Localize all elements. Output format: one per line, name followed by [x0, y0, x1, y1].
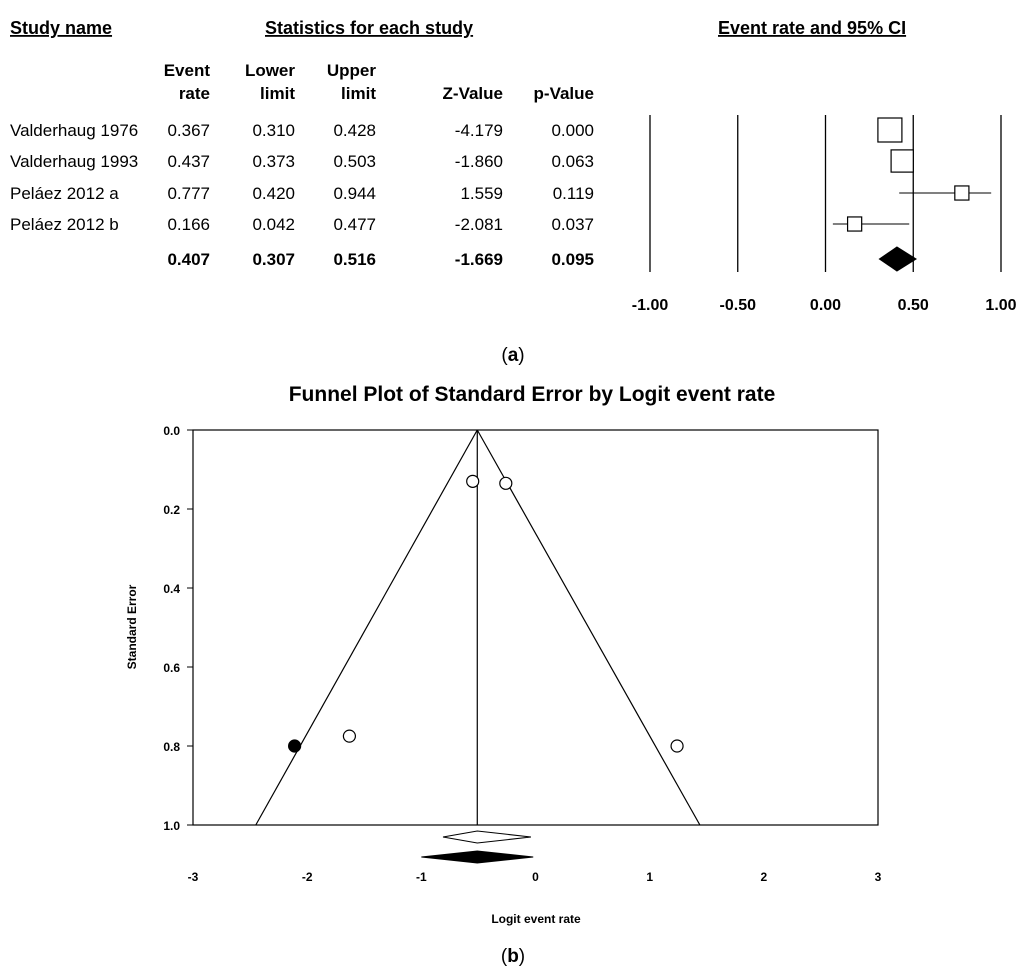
study-name-header: Study name	[10, 18, 112, 38]
cell-p-0: 0.000	[551, 121, 594, 140]
funnel-y-label: Standard Error	[125, 584, 139, 669]
caption-b-letter: b	[507, 946, 519, 967]
forest-xtick-4: 1.00	[985, 297, 1016, 314]
funnel-imputed-diamond	[421, 850, 534, 864]
funnel-ytick-0: 0.0	[163, 424, 180, 438]
study-name-2: Peláez 2012 a	[10, 184, 119, 203]
cell-lower-3: 0.042	[252, 215, 295, 234]
funnel-ytick-1: 0.2	[163, 503, 180, 517]
statistics-header: Statistics for each study	[265, 18, 473, 38]
funnel-observed-diamond	[442, 830, 531, 844]
col-lower-line2: limit	[260, 84, 295, 103]
cell-z-0: -4.179	[455, 121, 503, 140]
funnel-observed-point-2	[342, 729, 357, 743]
cell-lower-2: 0.420	[252, 184, 295, 203]
funnel-observed-point-3	[670, 739, 684, 753]
forest-xtick-1: -0.50	[720, 297, 757, 314]
summary-upper: 0.516	[333, 250, 376, 269]
caption-a-letter: a	[508, 345, 519, 366]
column-headers: Event rate Lower limit Upper limit Z-Val…	[164, 61, 594, 103]
col-p-header: p-Value	[534, 84, 594, 103]
forest-xtick-2: 0.00	[810, 297, 841, 314]
cell-lower-0: 0.310	[252, 121, 295, 140]
summary-p: 0.095	[551, 250, 594, 269]
caption-a-open: (	[501, 345, 508, 366]
forest-summary-diamond	[878, 246, 917, 272]
forest-point-1	[890, 149, 914, 173]
forest-xtick-3: 0.50	[898, 297, 929, 314]
cell-rate-3: 0.166	[167, 215, 210, 234]
funnel-left-limit	[255, 429, 478, 826]
col-event-line2: rate	[179, 84, 210, 103]
funnel-xtick-1: -2	[302, 870, 313, 884]
funnel-observed-point-1	[499, 476, 513, 490]
summary-lower: 0.307	[252, 250, 295, 269]
funnel-xtick-2: -1	[416, 870, 427, 884]
cell-p-2: 0.119	[553, 184, 594, 203]
funnel-xtick-3: 0	[532, 870, 539, 884]
caption-b-close: )	[519, 946, 525, 967]
col-lower-line1: Lower	[245, 61, 295, 80]
funnel-x-label: Logit event rate	[491, 912, 581, 926]
cell-z-2: 1.559	[460, 184, 503, 203]
funnel-plot-panel: Funnel Plot of Standard Error by Logit e…	[125, 383, 882, 967]
col-upper-line1: Upper	[327, 61, 377, 80]
cell-upper-0: 0.428	[333, 121, 376, 140]
forest-point-3	[846, 216, 863, 232]
cell-upper-1: 0.503	[333, 152, 376, 171]
funnel-frame	[192, 429, 879, 826]
caption-b-open: (	[501, 946, 508, 967]
summary-z: -1.669	[455, 250, 503, 269]
cell-z-3: -2.081	[455, 215, 503, 234]
funnel-xtick-6: 3	[875, 870, 882, 884]
funnel-ytick-2: 0.4	[163, 582, 180, 596]
funnel-imputed-point-0	[288, 739, 302, 753]
cell-upper-2: 0.944	[333, 184, 376, 203]
cell-rate-2: 0.777	[167, 184, 210, 203]
cell-upper-3: 0.477	[333, 215, 376, 234]
caption-a-close: )	[518, 345, 524, 366]
summary-rate: 0.407	[167, 250, 210, 269]
forest-plot-panel: Study name Statistics for each study Eve…	[10, 18, 1017, 366]
col-z-header: Z-Value	[443, 84, 503, 103]
forest-point-2	[954, 185, 970, 201]
funnel-xtick-4: 1	[646, 870, 653, 884]
funnel-xtick-5: 2	[760, 870, 767, 884]
funnel-ytick-5: 1.0	[163, 819, 180, 833]
cell-p-1: 0.063	[551, 152, 594, 171]
forest-plot-area: -1.00 -0.50 0.00 0.50 1.00	[632, 115, 1017, 314]
funnel-ytick-4: 0.8	[163, 740, 180, 754]
cell-z-1: -1.860	[455, 152, 503, 171]
funnel-xtick-0: -3	[188, 870, 199, 884]
funnel-title: Funnel Plot of Standard Error by Logit e…	[289, 383, 776, 406]
forest-title: Event rate and 95% CI	[718, 18, 906, 38]
forest-point-0	[877, 117, 903, 143]
funnel-ytick-3: 0.6	[163, 661, 180, 675]
study-name-0: Valderhaug 1976	[10, 121, 138, 140]
cell-rate-1: 0.437	[167, 152, 210, 171]
col-event-line1: Event	[164, 61, 211, 80]
funnel-observed-point-0	[466, 474, 480, 488]
funnel-right-limit	[476, 429, 701, 826]
study-table: Valderhaug 1976 0.367 0.310 0.428 -4.179 0.00…	[10, 121, 594, 269]
caption-b: (b)	[501, 946, 525, 967]
col-upper-line2: limit	[341, 84, 376, 103]
study-name-3: Peláez 2012 b	[10, 215, 119, 234]
caption-a: (a)	[501, 345, 524, 366]
forest-xtick-0: -1.00	[632, 297, 669, 314]
cell-p-3: 0.037	[551, 215, 594, 234]
cell-rate-0: 0.367	[167, 121, 210, 140]
study-name-1: Valderhaug 1993	[10, 152, 138, 171]
cell-lower-1: 0.373	[252, 152, 295, 171]
funnel-plot-area: 0.0 0.2 0.4 0.6 0.8 1.0 -3 -2 -1 0 1 2 3	[163, 424, 881, 884]
